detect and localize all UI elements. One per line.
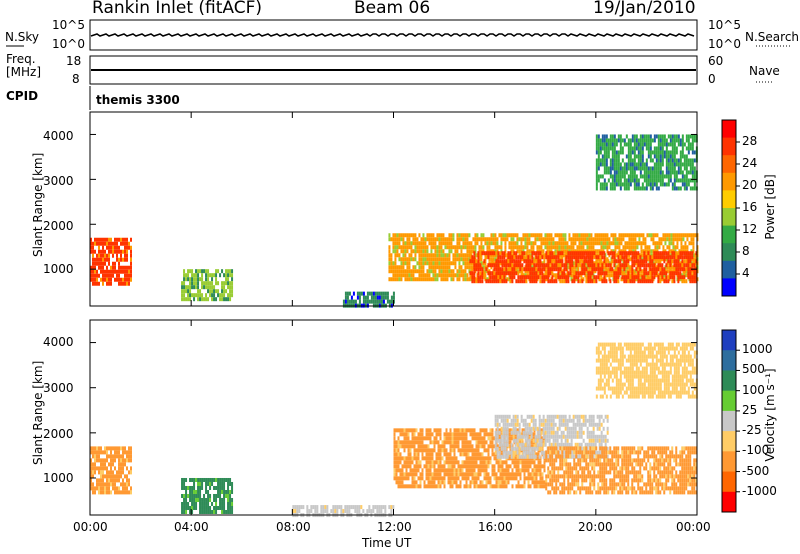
cpid-value: themis 3300	[96, 93, 180, 107]
velocity-colorbar-tick-label: -25	[742, 423, 762, 438]
power-colorbar-tick-label: 20	[742, 178, 758, 192]
xtick-0400: 04:00	[174, 520, 209, 534]
velocity-colorbar-segment	[722, 431, 736, 452]
power-colorbar-segment	[722, 190, 736, 209]
power-colorbar-segment	[722, 208, 736, 227]
power-colorbar-segment	[722, 243, 736, 262]
date-label: 19/Jan/2010	[593, 0, 696, 18]
power-colorbar-tick-label: 4	[742, 266, 750, 280]
xtick-1200: 12:00	[377, 520, 412, 534]
nsky-tick-top: 10^5	[52, 18, 85, 32]
nave-tick-bottom: 0	[708, 72, 716, 86]
xtick-0800: 08:00	[276, 520, 311, 534]
power-colorbar-tick-label: 28	[742, 134, 758, 148]
velocity-colorbar-segment	[722, 390, 736, 412]
power-colorbar-segment	[722, 120, 736, 139]
freq-unit: [MHz]	[6, 65, 42, 79]
power-colorbar-segment	[722, 260, 736, 279]
power-region-2	[342, 291, 395, 308]
freq-tick-bottom: 8	[72, 72, 80, 86]
power-colorbar-segment	[722, 155, 736, 174]
velocity-colorbar-segment	[722, 491, 736, 513]
power-region-4	[469, 251, 698, 284]
power-ytick-3000: 3000	[43, 174, 74, 188]
nave-label: Nave	[749, 64, 780, 78]
velocity-region-6	[595, 342, 698, 399]
velocity-colorbar-segment	[722, 370, 736, 392]
velocity-colorbar-segment	[722, 350, 736, 371]
nsky-trace	[90, 33, 695, 37]
nsearch-tick-bottom: 10^0	[708, 37, 741, 51]
nsky-label: N.Sky	[5, 30, 40, 44]
nave-tick-top: 60	[708, 54, 724, 68]
xlabel: Time UT	[362, 536, 412, 550]
freq-tick-top: 18	[66, 54, 82, 68]
velocity-colorbar-tick-label: -500	[742, 463, 770, 478]
velocity-ytick-2000: 2000	[43, 427, 74, 441]
velocity-colorbar-segment	[722, 451, 736, 473]
velocity-colorbar-tick-label: 500	[742, 362, 765, 377]
power-colorbar-tick-label: 24	[742, 156, 758, 170]
power-colorbar-tick-label: 12	[742, 222, 758, 236]
velocity-colorbar-tick-label: 25	[742, 402, 758, 417]
velocity-ytick-1000: 1000	[43, 471, 74, 485]
velocity-colorbar-tick-label: 100	[742, 382, 765, 397]
velocity-colorbar-tick-label: -100	[742, 443, 770, 458]
xtick-2400: 00:00	[676, 520, 711, 534]
xtick-0000: 00:00	[73, 520, 108, 534]
velocity-region-0	[90, 446, 132, 495]
nsky-tick-bottom: 10^0	[52, 37, 85, 51]
power-ytick-1000: 1000	[43, 262, 74, 276]
nsearch-label: N.Search	[745, 30, 800, 44]
power-region-5	[595, 134, 698, 191]
power-colorbar-segment	[722, 137, 736, 156]
freq-panel	[89, 55, 698, 85]
velocity-colorbar-tick-label: 1000	[742, 342, 773, 357]
power-colorbar-segment	[722, 278, 736, 297]
velocity-colorbar-frame	[721, 329, 737, 513]
xtick-2000: 20:00	[578, 520, 613, 534]
beam-label: Beam 06	[354, 0, 431, 18]
power-ytick-2000: 2000	[43, 219, 74, 233]
power-colorbar-tick-label: 8	[742, 244, 750, 258]
velocity-colorbar-segment	[722, 471, 736, 493]
velocity-ytick-3000: 3000	[43, 381, 74, 395]
power-colorbar-segment	[722, 172, 736, 191]
velocity-ytick-4000: 4000	[43, 335, 74, 349]
power-colorbar-tick-label: 16	[742, 200, 758, 214]
chart-title: Rankin Inlet (fitACF)	[92, 0, 263, 18]
xtick-1600: 16:00	[478, 520, 513, 534]
velocity-region-1	[181, 477, 234, 514]
power-colorbar-segment	[722, 225, 736, 244]
nsearch-tick-top: 10^5	[708, 18, 741, 32]
power-region-1	[181, 269, 234, 302]
cpid-label: CPID	[6, 89, 39, 103]
velocity-colorbar-tick-label: -1000	[742, 483, 777, 498]
power-region-0	[90, 237, 132, 286]
velocity-colorbar-segment	[722, 330, 736, 351]
freq-label: Freq.	[6, 52, 36, 66]
nsky-panel	[89, 19, 698, 51]
velocity-colorbar-segment	[722, 410, 736, 432]
power-ytick-4000: 4000	[43, 129, 74, 143]
velocity-region-5	[545, 446, 698, 495]
